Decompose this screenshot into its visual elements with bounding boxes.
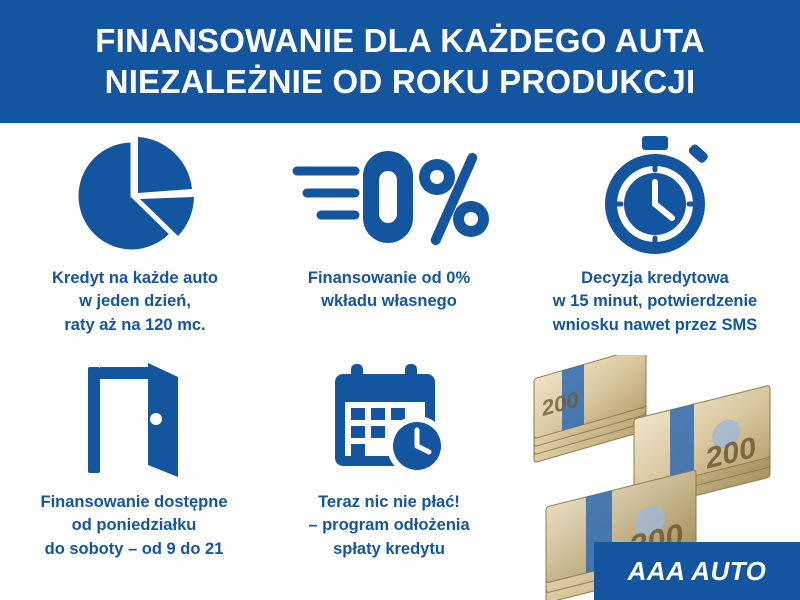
stopwatch-icon: [516, 131, 794, 261]
banknote-stacks-photo: 200 200: [516, 355, 800, 600]
feature-caption-1: Kredyt na każde auto w jeden dzień, raty…: [10, 267, 260, 337]
calendar-clock-icon: [268, 355, 510, 485]
feature-1-line-1: Kredyt na każde auto: [52, 269, 218, 287]
feature-item-4: Finansowanie dostępne od poniedziałku do…: [8, 355, 260, 561]
feature-3-line-2: w 15 minut, potwierdzenie: [552, 292, 758, 311]
header-line-2: NIEZALEŻNIE OD ROKU PRODUKCJI: [104, 62, 696, 100]
open-door-icon: [8, 355, 260, 485]
feature-4-line-1: Finansowanie dostępne: [40, 493, 228, 511]
feature-5-line-1: Teraz nic nie płać!: [318, 493, 460, 511]
feature-item-5: Teraz nic nie płać! – program odłożenia …: [268, 355, 510, 561]
feature-4-line-3: do soboty – od 9 do 21: [44, 539, 224, 558]
feature-4-line-2: od poniedziałku: [71, 516, 197, 535]
feature-caption-4: Finansowanie dostępne od poniedziałku do…: [8, 491, 260, 561]
header-line-1: FINANSOWANIE DLA KAŻDEGO AUTA: [95, 21, 705, 59]
zero-percent-icon: [268, 131, 510, 261]
pie-chart-icon: [10, 131, 260, 261]
header-banner: FINANSOWANIE DLA KAŻDEGO AUTA NIEZALEŻNI…: [0, 0, 800, 123]
feature-item-1: Kredyt na każde auto w jeden dzień, raty…: [10, 131, 260, 337]
feature-caption-3: Decyzja kredytowa w 15 minut, potwierdze…: [516, 267, 794, 337]
feature-3-line-1: Decyzja kredytowa: [581, 269, 729, 287]
feature-item-3: Decyzja kredytowa w 15 minut, potwierdze…: [516, 131, 794, 337]
feature-item-2: Finansowanie od 0% wkładu własnego: [268, 131, 510, 314]
feature-caption-5: Teraz nic nie płać! – program odłożenia …: [268, 491, 510, 561]
logo-text: AAA AUTO: [627, 555, 767, 586]
aaa-auto-logo: AAA AUTO: [594, 542, 800, 600]
feature-5-line-3: spłaty kredytu: [333, 539, 445, 558]
feature-2-line-1: Finansowanie od 0%: [307, 269, 471, 287]
features-grid: Kredyt na każde auto w jeden dzień, raty…: [0, 123, 800, 600]
feature-3-line-3: wniosku nawet przez SMS: [552, 315, 758, 334]
feature-1-line-3: raty aż na 120 mc.: [64, 315, 206, 334]
feature-caption-2: Finansowanie od 0% wkładu własnego: [268, 267, 510, 314]
feature-1-line-2: w jeden dzień,: [79, 292, 191, 311]
feature-5-line-2: – program odłożenia: [308, 516, 470, 535]
feature-2-line-2: wkładu własnego: [321, 292, 457, 311]
